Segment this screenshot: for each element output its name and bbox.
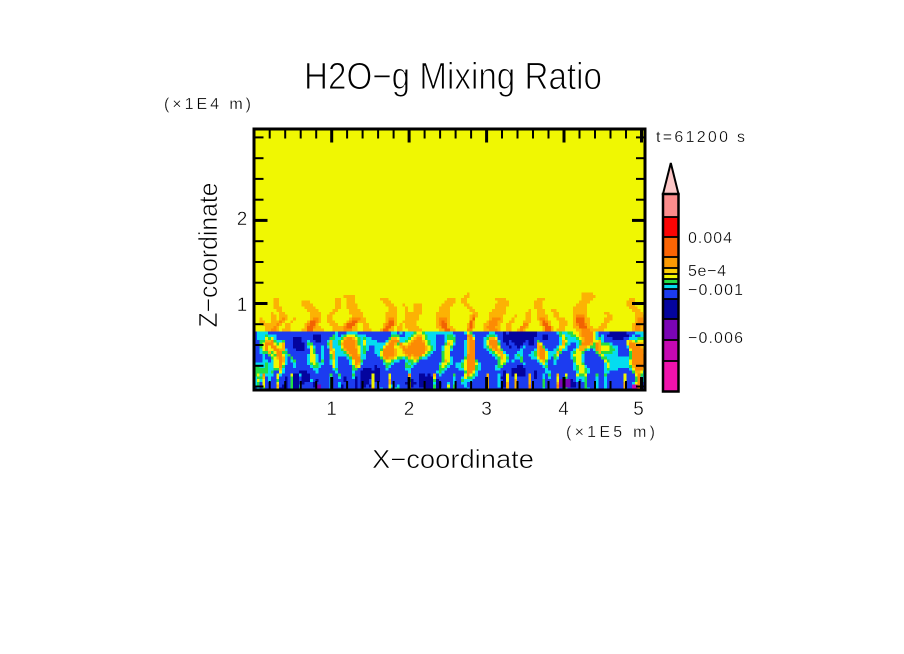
svg-text:2: 2 <box>237 209 248 230</box>
svg-text:3: 3 <box>481 399 492 420</box>
svg-text:t=61200 s: t=61200 s <box>656 129 745 146</box>
svg-text:1: 1 <box>237 295 248 316</box>
svg-text:X−coordinate: X−coordinate <box>372 444 534 474</box>
svg-text:0.004: 0.004 <box>688 230 732 247</box>
svg-text:−0.001: −0.001 <box>688 282 743 299</box>
svg-text:−0.006: −0.006 <box>688 330 743 347</box>
svg-text:Z−coordinate: Z−coordinate <box>193 183 223 328</box>
svg-text:2: 2 <box>404 399 415 420</box>
svg-text:H2O−g Mixing Ratio: H2O−g Mixing Ratio <box>304 56 602 98</box>
svg-text:5: 5 <box>633 399 644 420</box>
svg-text:5e−4: 5e−4 <box>688 263 726 280</box>
svg-text:4: 4 <box>558 399 569 420</box>
svg-text:1: 1 <box>326 399 337 420</box>
